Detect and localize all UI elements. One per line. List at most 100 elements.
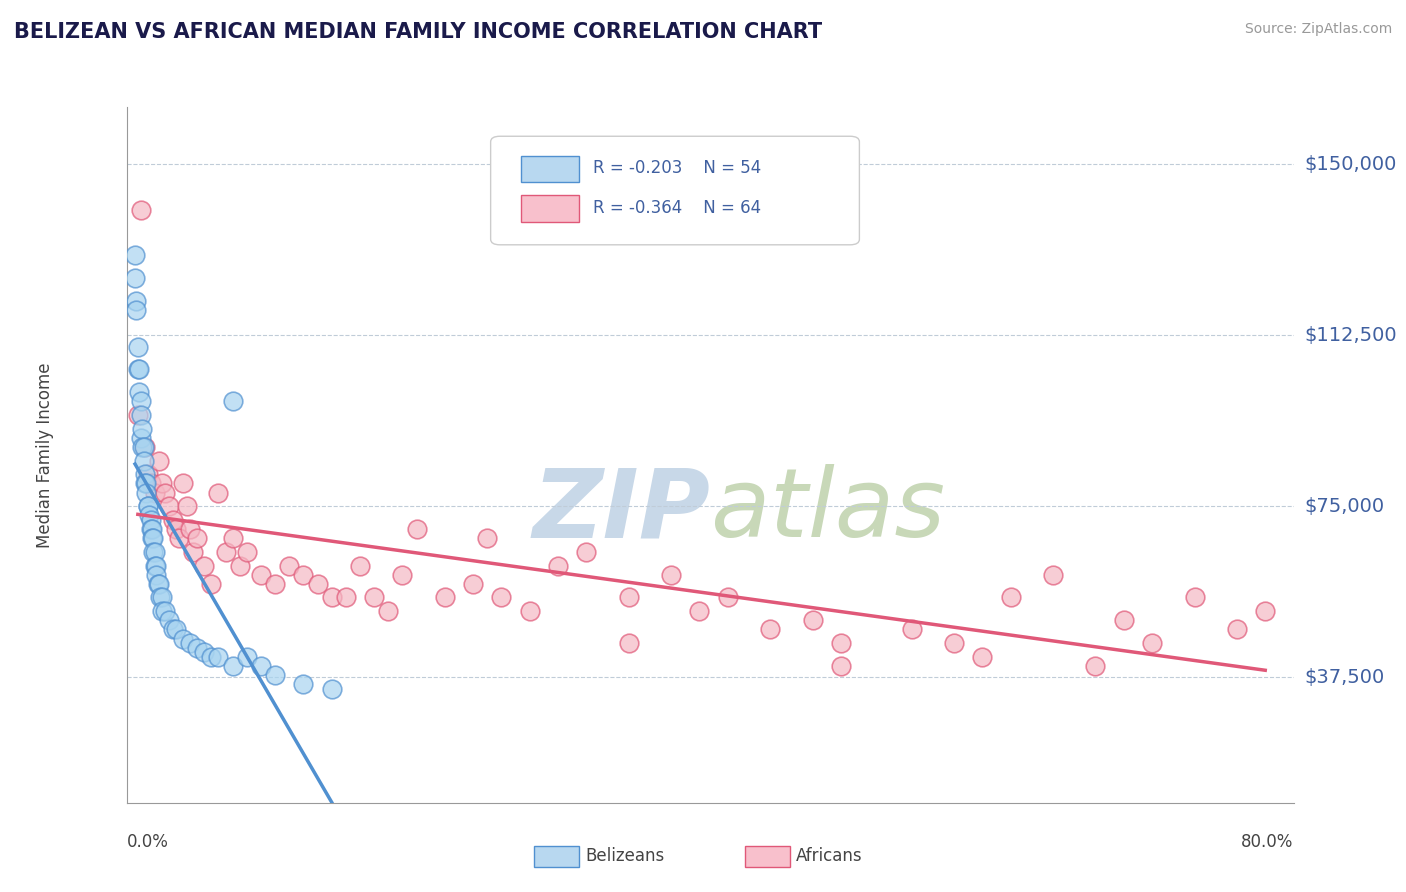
Point xyxy=(131,422,153,436)
Point xyxy=(363,591,385,605)
Point xyxy=(221,394,243,409)
Text: $37,500: $37,500 xyxy=(1305,668,1385,687)
Text: BELIZEAN VS AFRICAN MEDIAN FAMILY INCOME CORRELATION CHART: BELIZEAN VS AFRICAN MEDIAN FAMILY INCOME… xyxy=(14,22,823,42)
Point xyxy=(145,558,167,573)
Text: Median Family Income: Median Family Income xyxy=(35,362,53,548)
Point xyxy=(1184,591,1206,605)
Text: R = -0.364    N = 64: R = -0.364 N = 64 xyxy=(593,199,762,217)
Point xyxy=(141,522,163,536)
Point xyxy=(264,576,287,591)
Point xyxy=(278,558,301,573)
Point xyxy=(900,623,922,637)
Point xyxy=(688,604,710,618)
Point xyxy=(193,558,215,573)
Point xyxy=(617,591,640,605)
Text: 0.0%: 0.0% xyxy=(127,833,169,851)
Point xyxy=(127,408,149,422)
Point xyxy=(186,640,208,655)
Point xyxy=(135,485,157,500)
Text: $75,000: $75,000 xyxy=(1305,497,1385,516)
Point xyxy=(972,649,994,664)
Point xyxy=(153,604,176,618)
Point xyxy=(221,659,243,673)
Point xyxy=(139,513,162,527)
Point xyxy=(142,545,165,559)
Point xyxy=(349,558,371,573)
Point xyxy=(138,508,160,523)
Point xyxy=(391,567,413,582)
Point xyxy=(179,522,201,536)
Text: R = -0.203    N = 54: R = -0.203 N = 54 xyxy=(593,160,762,178)
Point xyxy=(759,623,782,637)
Point xyxy=(830,636,852,650)
Point xyxy=(477,531,499,545)
Point xyxy=(134,476,156,491)
Point xyxy=(125,303,148,318)
Point xyxy=(139,476,162,491)
FancyBboxPatch shape xyxy=(491,136,859,244)
Point xyxy=(193,645,215,659)
Point xyxy=(162,513,184,527)
Point xyxy=(1254,604,1277,618)
Point xyxy=(128,385,150,400)
Point xyxy=(157,500,180,514)
Point xyxy=(129,431,152,445)
Point xyxy=(200,649,222,664)
Text: Source: ZipAtlas.com: Source: ZipAtlas.com xyxy=(1244,22,1392,37)
Point xyxy=(136,467,159,482)
Bar xyxy=(522,156,579,182)
Point xyxy=(236,649,259,664)
Point xyxy=(129,394,152,409)
Point xyxy=(181,545,204,559)
Point xyxy=(207,485,229,500)
Point xyxy=(127,362,149,376)
Point xyxy=(143,485,166,500)
Bar xyxy=(522,195,579,222)
Text: atlas: atlas xyxy=(710,464,945,558)
Point xyxy=(321,591,343,605)
Point xyxy=(136,500,159,514)
Point xyxy=(167,531,190,545)
Point xyxy=(228,558,250,573)
Text: 80.0%: 80.0% xyxy=(1241,833,1294,851)
Point xyxy=(1000,591,1022,605)
Point xyxy=(491,591,513,605)
Point xyxy=(335,591,357,605)
Point xyxy=(250,659,273,673)
Point xyxy=(659,567,682,582)
Point xyxy=(200,576,222,591)
Point xyxy=(1084,659,1107,673)
Point xyxy=(943,636,966,650)
Point xyxy=(150,476,173,491)
Point xyxy=(134,440,156,454)
Point xyxy=(125,293,148,308)
Point xyxy=(142,531,165,545)
Point xyxy=(179,636,201,650)
Point xyxy=(307,576,329,591)
Point xyxy=(129,202,152,217)
Point xyxy=(250,567,273,582)
Point xyxy=(405,522,427,536)
Point xyxy=(143,558,166,573)
Text: ZIP: ZIP xyxy=(531,464,710,558)
Point xyxy=(830,659,852,673)
Point xyxy=(519,604,541,618)
Point xyxy=(149,591,172,605)
Point xyxy=(145,567,167,582)
Point xyxy=(148,576,170,591)
Point xyxy=(150,604,173,618)
Point xyxy=(129,408,152,422)
Point xyxy=(135,476,157,491)
Point xyxy=(132,453,155,467)
Point xyxy=(176,500,198,514)
Point xyxy=(186,531,208,545)
Point xyxy=(801,613,824,627)
Point xyxy=(1042,567,1064,582)
Point xyxy=(165,522,187,536)
Text: Africans: Africans xyxy=(796,847,862,865)
Point xyxy=(134,467,156,482)
Point xyxy=(547,558,569,573)
Point xyxy=(1140,636,1163,650)
Point xyxy=(172,476,194,491)
Point xyxy=(717,591,740,605)
